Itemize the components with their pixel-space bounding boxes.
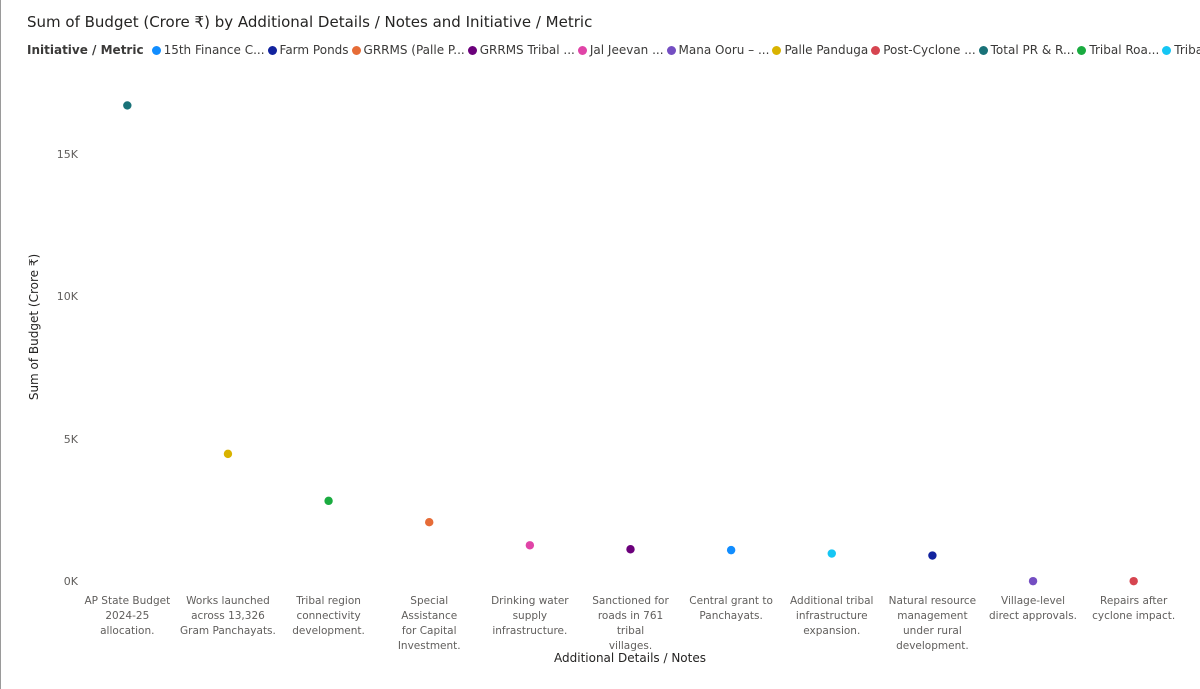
legend-item[interactable]: Farm Ponds	[267, 43, 349, 57]
legend-label: GRRMS Tribal ...	[479, 43, 575, 57]
x-tick-label-line: development.	[292, 625, 365, 637]
legend-item[interactable]: Tribal Roa...	[1077, 43, 1159, 57]
data-point[interactable]	[223, 449, 233, 459]
x-tick-label-line: Tribal region	[296, 595, 361, 607]
legend-label: Jal Jeevan ...	[589, 43, 664, 57]
x-tick-label: Works launched across 13,326 Gram Panchaya…	[180, 594, 276, 639]
legend-marker	[467, 45, 477, 55]
x-tick-label-line: connectivity	[296, 610, 361, 622]
legend-item[interactable]: 15th Finance C...	[151, 43, 265, 57]
data-point[interactable]	[123, 101, 132, 110]
legend-marker	[1077, 45, 1087, 55]
x-tick-label-line: Panchayats.	[699, 610, 763, 622]
x-tick-label-line: Sanctioned for	[592, 595, 669, 607]
data-point[interactable]	[626, 545, 635, 554]
x-tick-label: Repairs after cyclone impact.	[1086, 594, 1182, 624]
data-point[interactable]	[928, 551, 937, 560]
x-tick-label: Tribal region connectivity development.	[281, 594, 377, 639]
legend-item[interactable]: Jal Jeevan ...	[577, 43, 664, 57]
x-tick-label-line: cyclone impact.	[1092, 610, 1176, 622]
x-tick-label-line: across 13,326	[191, 610, 265, 622]
legend-label: Tribal Roa...	[1174, 43, 1200, 57]
x-tick-label-line: development.	[896, 640, 969, 652]
frame-left-border	[0, 0, 1, 689]
legend-marker	[666, 45, 676, 55]
legend-label: Mana Ooru – ...	[678, 43, 770, 57]
data-point[interactable]	[324, 496, 333, 506]
x-tick-label-line: Central grant to	[689, 595, 773, 607]
x-tick-label-line: infrastructure.	[492, 625, 568, 637]
x-tick-label-line: villages.	[608, 640, 653, 652]
x-tick-label: Natural resource management under rural dev…	[884, 594, 980, 654]
data-point[interactable]	[827, 549, 836, 558]
x-tick-label: Central grant to Panchayats.	[683, 594, 779, 624]
legend-marker	[978, 45, 988, 55]
legend-item[interactable]: Mana Ooru – ...	[666, 43, 770, 57]
legend-item[interactable]: Post-Cyclone ...	[871, 43, 976, 57]
x-axis-title: Additional Details / Notes	[554, 651, 706, 665]
x-tick-label-line: roads in 761 tribal	[597, 610, 664, 637]
data-point[interactable]	[726, 545, 736, 555]
x-tick-label-line: Repairs after	[1100, 595, 1168, 607]
x-tick-label-line: expansion.	[803, 625, 861, 637]
x-tick-label-line: under rural	[903, 625, 962, 637]
y-tick-label: 0K	[63, 575, 78, 588]
legend-label: GRRMS (Palle P...	[363, 43, 465, 57]
legend-label: Total PR & R...	[990, 43, 1075, 57]
x-tick-label-line: Investment.	[397, 640, 461, 652]
x-tick-label: AP State Budget 2024-25 allocation.	[79, 594, 175, 639]
x-tick-label-line: allocation.	[100, 625, 155, 637]
x-tick-label: Sanctioned for roads in 761 tribal village…	[583, 594, 679, 654]
y-tick-label: 10K	[56, 290, 78, 304]
legend-marker	[772, 45, 782, 55]
legend-marker	[871, 45, 881, 55]
x-tick-label-line: supply	[512, 610, 548, 622]
legend-marker	[267, 45, 277, 55]
x-tick-label: Additional tribal infrastructure expansion…	[784, 594, 880, 639]
legend-item[interactable]: Palle Panduga	[772, 43, 868, 57]
legend-marker	[1162, 45, 1172, 55]
legend-item[interactable]: Tribal Roa...	[1162, 43, 1200, 57]
x-tick-label-line: infrastructure	[795, 610, 868, 622]
legend-item[interactable]: Total PR & R...	[978, 43, 1075, 57]
x-tick-label-line: for Capital	[401, 625, 457, 637]
x-tick-label-line: Gram Panchayats.	[180, 625, 276, 637]
legend: Initiative / Metric 15th Finance C... Far…	[27, 41, 1200, 59]
legend-marker	[577, 45, 587, 55]
legend-item[interactable]: GRRMS Tribal ...	[467, 43, 575, 57]
x-tick-label-line: Special Assistance	[401, 595, 458, 622]
legend-label: Farm Ponds	[279, 43, 349, 57]
legend-label: 15th Finance C...	[163, 43, 265, 57]
x-tick-label-line: 2024-25	[105, 610, 150, 622]
data-point[interactable]	[1028, 576, 1038, 586]
legend-label: Palle Panduga	[784, 43, 869, 57]
x-tick-label-line: Drinking water	[491, 595, 569, 607]
x-tick-label-line: AP State Budget	[84, 595, 171, 607]
chart-title: Sum of Budget (Crore ₹) by Additional De…	[27, 13, 593, 31]
x-tick-label-line: Works launched	[186, 595, 270, 607]
x-tick-label-line: Additional tribal	[790, 595, 874, 607]
x-tick-label-line: Village-level	[1001, 595, 1066, 607]
x-tick-label-line: management	[897, 610, 968, 622]
x-tick-label: Village-level direct approvals.	[985, 594, 1081, 624]
legend-marker	[151, 45, 161, 55]
x-tick-label-line: direct approvals.	[989, 610, 1078, 622]
data-point[interactable]	[1129, 576, 1138, 586]
legend-item[interactable]: GRRMS (Palle P...	[351, 43, 465, 57]
legend-title: Initiative / Metric	[27, 43, 144, 57]
data-point[interactable]	[525, 541, 535, 550]
legend-marker	[351, 45, 361, 55]
y-tick-label: 15K	[56, 147, 78, 161]
legend-label: Tribal Roa...	[1089, 43, 1160, 57]
x-tick-label: Drinking water supply infrastructure.	[482, 594, 578, 639]
data-point[interactable]	[425, 518, 434, 527]
legend-label: Post-Cyclone ...	[883, 43, 976, 57]
y-tick-label: 5K	[63, 432, 78, 446]
x-tick-label: Special Assistance for Capital Investment.	[381, 594, 477, 654]
x-tick-label-line: Natural resource	[888, 595, 977, 607]
